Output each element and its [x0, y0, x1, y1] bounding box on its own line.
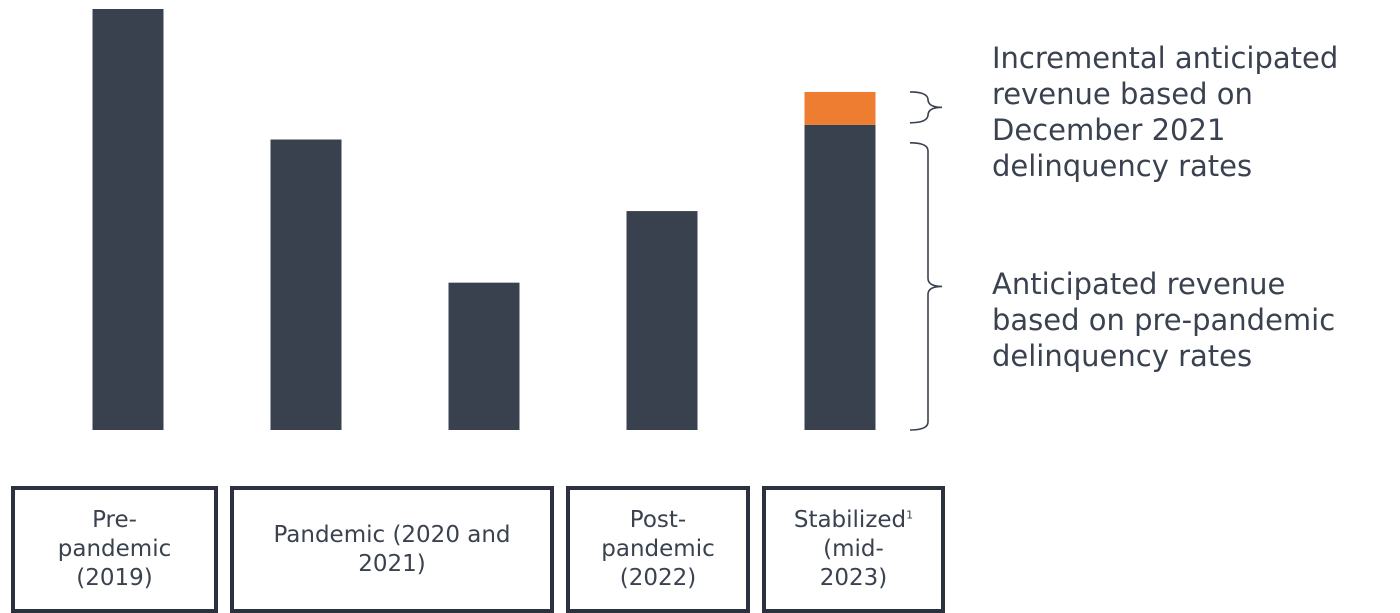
bar-4-series-1 [804, 91, 876, 125]
bar-3-series-0 [626, 211, 698, 430]
bar-0-series-0 [92, 9, 164, 430]
category-box-pre-pandemic: Pre- pandemic (2019) [11, 486, 218, 613]
category-box-stabilized: Stabilized1 (mid- 2023) [762, 486, 945, 613]
category-label-stabilized-main: Stabilized [793, 507, 907, 533]
footnote-marker: 1 [906, 508, 914, 522]
category-label-post-pandemic: Post- pandemic (2022) [601, 507, 715, 591]
category-box-post-pandemic: Post- pandemic (2022) [566, 486, 750, 613]
bar-2-series-0 [448, 282, 520, 430]
category-label-stabilized: Stabilized1 (mid- 2023) [794, 506, 913, 593]
bar-1-series-0 [270, 139, 342, 430]
bracket-incremental [909, 91, 943, 124]
bracket-group [909, 91, 943, 431]
bar-4-series-0 [804, 124, 876, 431]
bar-group [92, 9, 876, 431]
category-box-pandemic: Pandemic (2020 and 2021) [230, 486, 554, 613]
bracket-base [909, 141, 943, 431]
category-label-pandemic: Pandemic (2020 and 2021) [273, 521, 511, 577]
annotation-incremental-revenue: Incremental anticipated revenue based on… [992, 41, 1339, 183]
category-label-pre-pandemic: Pre- pandemic (2019) [57, 507, 172, 591]
category-label-stabilized-date: (mid- 2023) [819, 536, 888, 591]
annotation-base-revenue: Anticipated revenue based on pre-pandemi… [992, 267, 1336, 373]
